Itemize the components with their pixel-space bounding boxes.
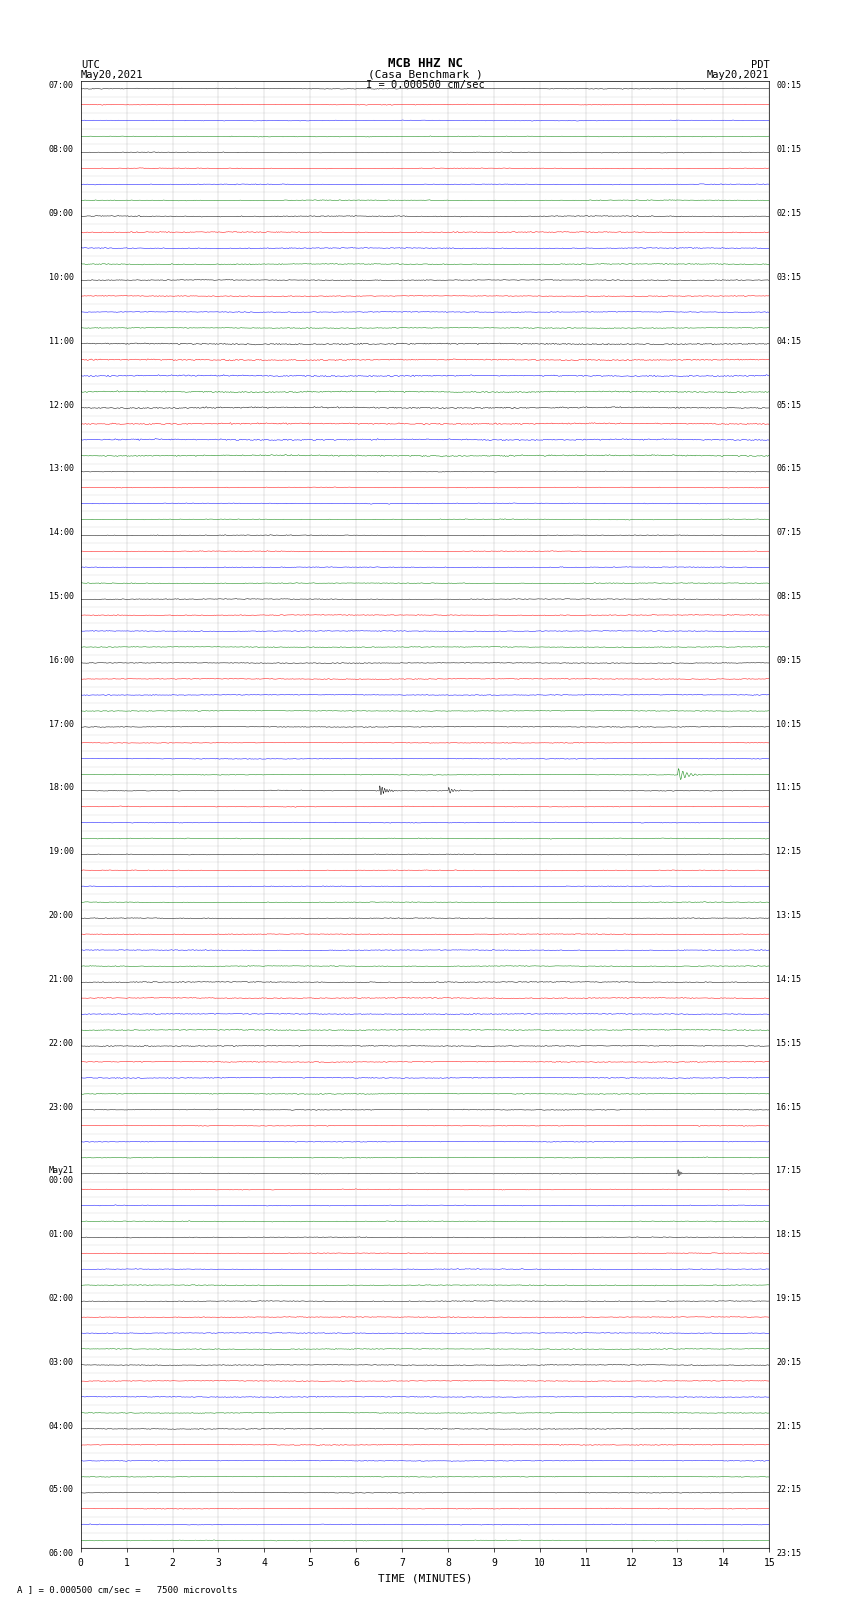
Text: 03:15: 03:15 xyxy=(776,273,802,282)
Text: 02:00: 02:00 xyxy=(48,1294,74,1303)
Text: 06:00: 06:00 xyxy=(48,1548,74,1558)
Text: 20:15: 20:15 xyxy=(776,1358,802,1366)
Text: 01:15: 01:15 xyxy=(776,145,802,155)
Text: (Casa Benchmark ): (Casa Benchmark ) xyxy=(367,69,483,79)
Text: 21:15: 21:15 xyxy=(776,1421,802,1431)
Text: 21:00: 21:00 xyxy=(48,974,74,984)
Text: 16:00: 16:00 xyxy=(48,656,74,665)
Text: 14:00: 14:00 xyxy=(48,527,74,537)
Text: 04:15: 04:15 xyxy=(776,337,802,345)
Text: 22:00: 22:00 xyxy=(48,1039,74,1048)
X-axis label: TIME (MINUTES): TIME (MINUTES) xyxy=(377,1573,473,1582)
Text: 00:15: 00:15 xyxy=(776,81,802,90)
Text: 12:15: 12:15 xyxy=(776,847,802,857)
Text: May21: May21 xyxy=(48,1166,74,1176)
Text: 07:15: 07:15 xyxy=(776,527,802,537)
Text: 05:15: 05:15 xyxy=(776,400,802,410)
Text: 19:00: 19:00 xyxy=(48,847,74,857)
Text: 19:15: 19:15 xyxy=(776,1294,802,1303)
Text: 15:00: 15:00 xyxy=(48,592,74,602)
Text: 07:00: 07:00 xyxy=(48,81,74,90)
Text: 16:15: 16:15 xyxy=(776,1103,802,1111)
Text: 12:00: 12:00 xyxy=(48,400,74,410)
Text: A ] = 0.000500 cm/sec =   7500 microvolts: A ] = 0.000500 cm/sec = 7500 microvolts xyxy=(17,1584,237,1594)
Text: 11:15: 11:15 xyxy=(776,784,802,792)
Text: 01:00: 01:00 xyxy=(48,1231,74,1239)
Text: 03:00: 03:00 xyxy=(48,1358,74,1366)
Text: 18:00: 18:00 xyxy=(48,784,74,792)
Text: 13:00: 13:00 xyxy=(48,465,74,473)
Text: 14:15: 14:15 xyxy=(776,974,802,984)
Text: MCB HHZ NC: MCB HHZ NC xyxy=(388,56,462,71)
Text: 23:15: 23:15 xyxy=(776,1548,802,1558)
Text: May20,2021: May20,2021 xyxy=(81,69,144,79)
Text: 08:00: 08:00 xyxy=(48,145,74,155)
Text: 10:00: 10:00 xyxy=(48,273,74,282)
Text: 22:15: 22:15 xyxy=(776,1486,802,1495)
Text: 06:15: 06:15 xyxy=(776,465,802,473)
Text: 18:15: 18:15 xyxy=(776,1231,802,1239)
Text: 04:00: 04:00 xyxy=(48,1421,74,1431)
Text: 17:15: 17:15 xyxy=(776,1166,802,1176)
Text: 23:00: 23:00 xyxy=(48,1103,74,1111)
Text: I = 0.000500 cm/sec: I = 0.000500 cm/sec xyxy=(366,79,484,90)
Text: 05:00: 05:00 xyxy=(48,1486,74,1495)
Text: 17:00: 17:00 xyxy=(48,719,74,729)
Text: PDT: PDT xyxy=(751,60,769,71)
Text: 09:15: 09:15 xyxy=(776,656,802,665)
Text: 09:00: 09:00 xyxy=(48,210,74,218)
Text: 00:00: 00:00 xyxy=(48,1176,74,1186)
Text: 15:15: 15:15 xyxy=(776,1039,802,1048)
Text: 13:15: 13:15 xyxy=(776,911,802,919)
Text: 02:15: 02:15 xyxy=(776,210,802,218)
Text: 10:15: 10:15 xyxy=(776,719,802,729)
Text: 20:00: 20:00 xyxy=(48,911,74,919)
Text: UTC: UTC xyxy=(81,60,99,71)
Text: May20,2021: May20,2021 xyxy=(706,69,769,79)
Text: 11:00: 11:00 xyxy=(48,337,74,345)
Text: 08:15: 08:15 xyxy=(776,592,802,602)
